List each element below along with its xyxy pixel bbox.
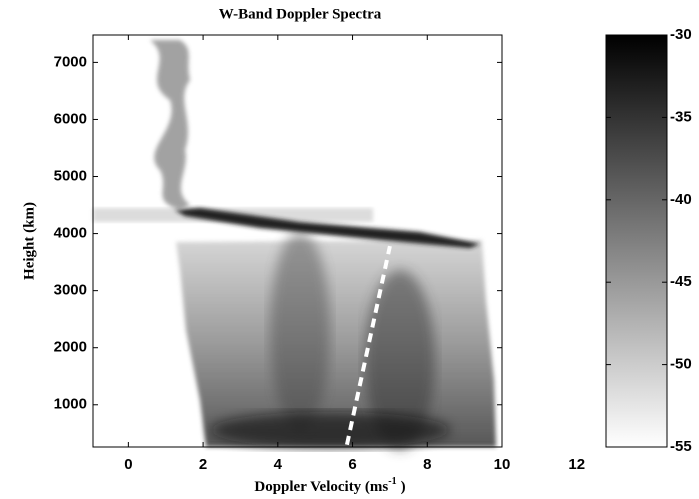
x-tick-label: 0: [124, 456, 132, 473]
y-tick-label: 7000: [54, 53, 87, 70]
y-tick-label: 5000: [54, 167, 87, 184]
x-axis-label-sup: -1: [388, 476, 396, 487]
colorbar-tick-label: -50: [670, 356, 692, 373]
x-axis-label-main: Doppler Velocity (ms: [254, 479, 388, 495]
dashed-line: [344, 245, 392, 446]
spectrum-image: [93, 40, 496, 450]
x-tick-label: 10: [494, 456, 511, 473]
colorbar: [605, 34, 668, 448]
colorbar-tick-label: -55: [670, 438, 692, 455]
colorbar-tick-label: -30: [670, 26, 692, 43]
y-tick-label: 2000: [54, 339, 87, 356]
y-tick-label: 3000: [54, 282, 87, 299]
chart-title: W-Band Doppler Spectra: [219, 6, 382, 22]
plot-frame: [92, 34, 503, 448]
x-tick-label: 12: [568, 456, 585, 473]
y-tick-label: 6000: [54, 110, 87, 127]
y-axis-label: Height (km): [21, 202, 37, 280]
colorbar-tick-label: -45: [670, 273, 692, 290]
colorbar-tick-label: -40: [670, 191, 692, 208]
colorbar-tick-label: -35: [670, 108, 692, 125]
x-tick-label: 6: [348, 456, 356, 473]
x-tick-label: 4: [274, 456, 283, 473]
x-axis-label: Doppler Velocity (ms-1): [254, 476, 405, 495]
x-tick-label: 8: [423, 456, 431, 473]
y-tick-label: 4000: [54, 225, 87, 242]
y-tick-label: 1000: [54, 396, 87, 413]
x-axis-label-end: ): [401, 479, 406, 495]
x-tick-label: 2: [199, 456, 207, 473]
